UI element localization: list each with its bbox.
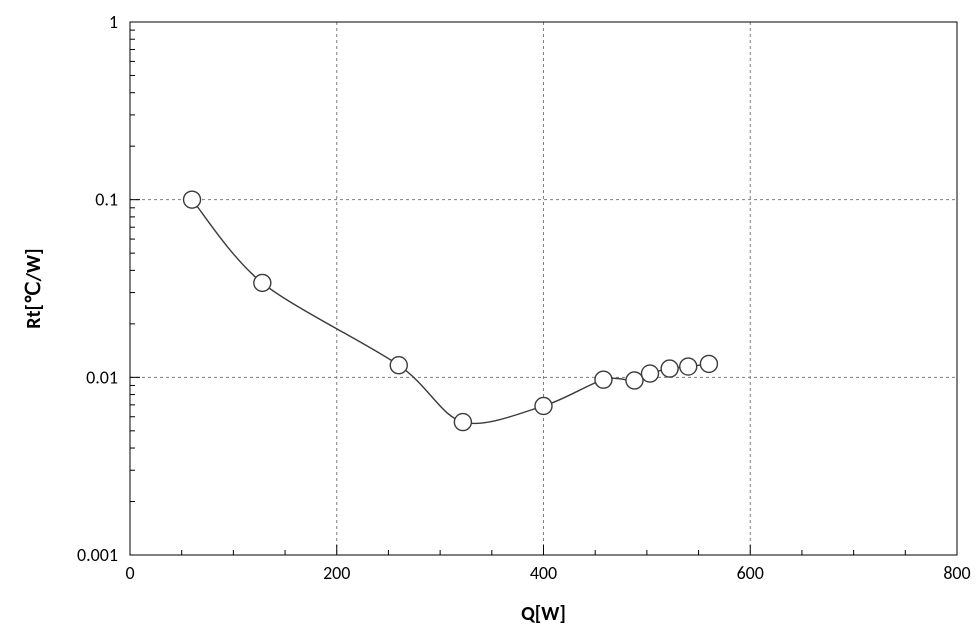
data-marker	[184, 191, 201, 208]
y-tick-label: 1	[109, 11, 118, 33]
x-axis-label: Q[W]	[521, 602, 566, 626]
data-marker	[254, 274, 271, 291]
y-tick-label: 0.001	[77, 544, 118, 566]
x-tick-label: 0	[125, 562, 134, 584]
line-chart: 0.001 0.01 0.1 1 0 200 400 600 800 Q[W] Rt[℃/W]	[0, 0, 977, 638]
y-tick-label: 0.01	[86, 366, 118, 388]
data-marker	[454, 414, 471, 431]
data-marker	[535, 397, 552, 414]
data-marker	[680, 358, 697, 375]
y-tick-label: 0.1	[95, 189, 118, 211]
y-axis-label: Rt[℃/W]	[22, 248, 46, 328]
data-marker	[390, 357, 407, 374]
data-marker	[700, 355, 717, 372]
x-tick-label: 400	[530, 562, 557, 584]
data-marker	[626, 372, 643, 389]
x-tick-label: 800	[943, 562, 970, 584]
data-marker	[661, 360, 678, 377]
chart-container: 0.001 0.01 0.1 1 0 200 400 600 800 Q[W] Rt[℃/W]	[0, 0, 977, 638]
data-marker	[641, 365, 658, 382]
x-tick-label: 200	[323, 562, 350, 584]
x-tick-label: 600	[737, 562, 764, 584]
data-marker	[595, 371, 612, 388]
